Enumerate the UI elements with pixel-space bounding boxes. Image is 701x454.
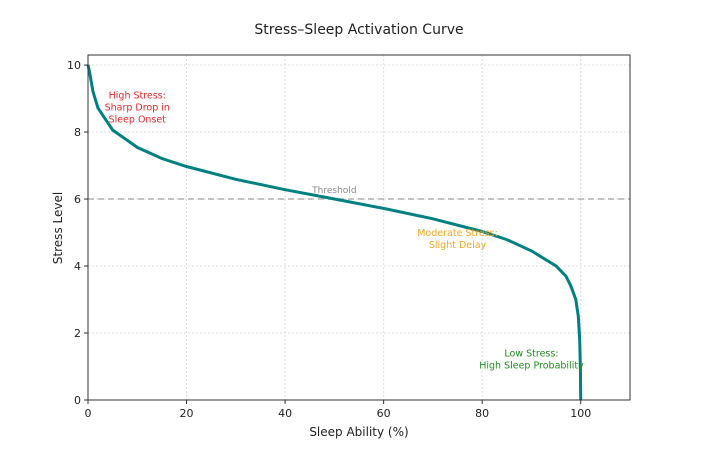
annotation-line: High Stress: xyxy=(109,91,166,102)
y-tick-label: 6 xyxy=(74,193,81,206)
x-tick-label: 80 xyxy=(475,407,489,420)
annotation: High Stress: Sharp Drop in Sleep Onset xyxy=(105,91,170,126)
x-tick-label: 40 xyxy=(278,407,292,420)
annotation-line: Sharp Drop in xyxy=(105,103,170,114)
chart-title: Stress–Sleep Activation Curve xyxy=(254,22,463,38)
y-tick-label: 2 xyxy=(74,327,81,340)
plot-frame xyxy=(87,54,631,401)
x-tick-label: 100 xyxy=(570,407,591,420)
annotation: Moderate Stress: Slight Delay xyxy=(417,228,498,251)
x-tick-label: 20 xyxy=(180,407,194,420)
annotation-line: High Sleep Probability xyxy=(479,360,584,371)
x-tick-label: 0 xyxy=(85,407,92,420)
annotation: Low Stress: High Sleep Probability xyxy=(479,348,584,371)
series-line xyxy=(86,64,583,401)
y-tick-label: 10 xyxy=(67,59,81,72)
y-axis-label: Stress Level xyxy=(51,192,65,264)
x-tick-label: 60 xyxy=(377,407,391,420)
x-axis-label: Sleep Ability (%) xyxy=(309,425,408,439)
threshold-label: Threshold xyxy=(311,186,356,196)
y-tick-label: 4 xyxy=(74,260,81,273)
ticks: 0 20 40 60 80 100 0 2 4 6 8 10 xyxy=(67,59,591,420)
annotation-line: Sleep Onset xyxy=(109,115,167,126)
annotation-line: Slight Delay xyxy=(429,240,487,251)
y-tick-label: 8 xyxy=(74,126,81,139)
annotations: High Stress: Sharp Drop in Sleep Onset Mode… xyxy=(105,91,584,372)
y-tick-label: 0 xyxy=(74,394,81,407)
annotation-line: Moderate Stress: xyxy=(417,228,498,239)
annotation-line: Low Stress: xyxy=(504,348,558,359)
